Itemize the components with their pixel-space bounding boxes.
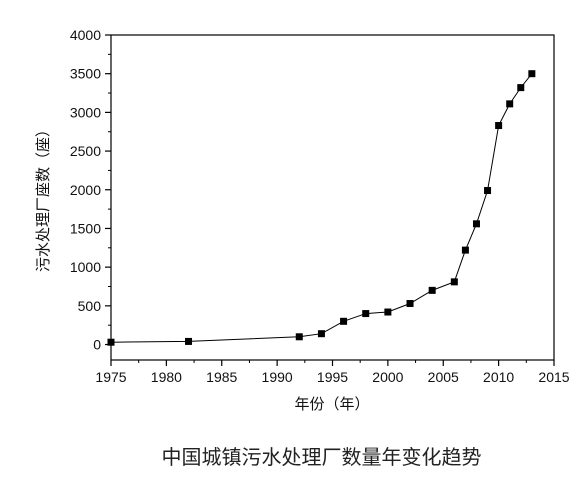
chart-title: 中国城镇污水处理厂数量年变化趋势 — [161, 445, 482, 469]
x-axis-ticks: 1975 1980 1985 1990 1995 2000 2005 2010 2015 — [95, 360, 570, 385]
plot-frame — [110, 34, 555, 361]
x-tick-label: 1990 — [262, 369, 293, 385]
data-point-marker — [461, 246, 469, 254]
y-axis-ticks: 0 500 1000 1500 2000 2500 3000 3500 4000 — [70, 27, 111, 353]
data-point-marker — [428, 286, 436, 294]
y-tick-label: 4000 — [70, 27, 101, 43]
data-point-marker — [506, 100, 514, 108]
y-tick-label: 0 — [93, 337, 101, 353]
data-point-marker — [406, 300, 414, 308]
x-tick-label: 2010 — [483, 369, 514, 385]
data-point-marker — [484, 187, 492, 195]
y-tick-label: 2000 — [70, 182, 101, 198]
data-point-marker — [295, 333, 303, 341]
data-point-marker — [362, 310, 370, 318]
y-tick-label: 1500 — [70, 220, 101, 236]
series-lines — [110, 73, 533, 343]
data-point-marker — [185, 337, 193, 345]
x-tick-label: 1985 — [206, 369, 237, 385]
data-point-marker — [107, 338, 115, 346]
y-tick-label: 500 — [78, 298, 102, 314]
line-chart: 1975 1980 1985 1990 1995 2000 2005 2010 2015 0 50… — [34, 27, 570, 413]
x-tick-label: 1975 — [95, 369, 126, 385]
data-point-marker — [384, 308, 392, 316]
data-point-marker — [340, 317, 348, 325]
data-point-marker — [450, 278, 458, 286]
series-markers — [107, 70, 536, 346]
y-tick-label: 3000 — [70, 104, 101, 120]
data-point-marker — [517, 84, 525, 92]
series-line — [110, 73, 533, 343]
y-tick-label: 1000 — [70, 259, 101, 275]
y-axis-title: 污水处理厂座数（座） — [34, 122, 52, 272]
y-tick-label: 2500 — [70, 143, 101, 159]
x-tick-label: 1980 — [151, 369, 182, 385]
data-point-marker — [472, 220, 480, 228]
x-tick-label: 2015 — [538, 369, 569, 385]
x-tick-label: 2000 — [372, 369, 403, 385]
data-point-marker — [528, 70, 536, 78]
x-tick-label: 2005 — [428, 369, 459, 385]
x-tick-label: 1995 — [317, 369, 348, 385]
data-point-marker — [495, 122, 503, 130]
y-tick-label: 3500 — [70, 66, 101, 82]
plot-area — [110, 34, 555, 361]
data-point-marker — [317, 330, 325, 338]
x-axis-title: 年份（年） — [294, 395, 369, 413]
